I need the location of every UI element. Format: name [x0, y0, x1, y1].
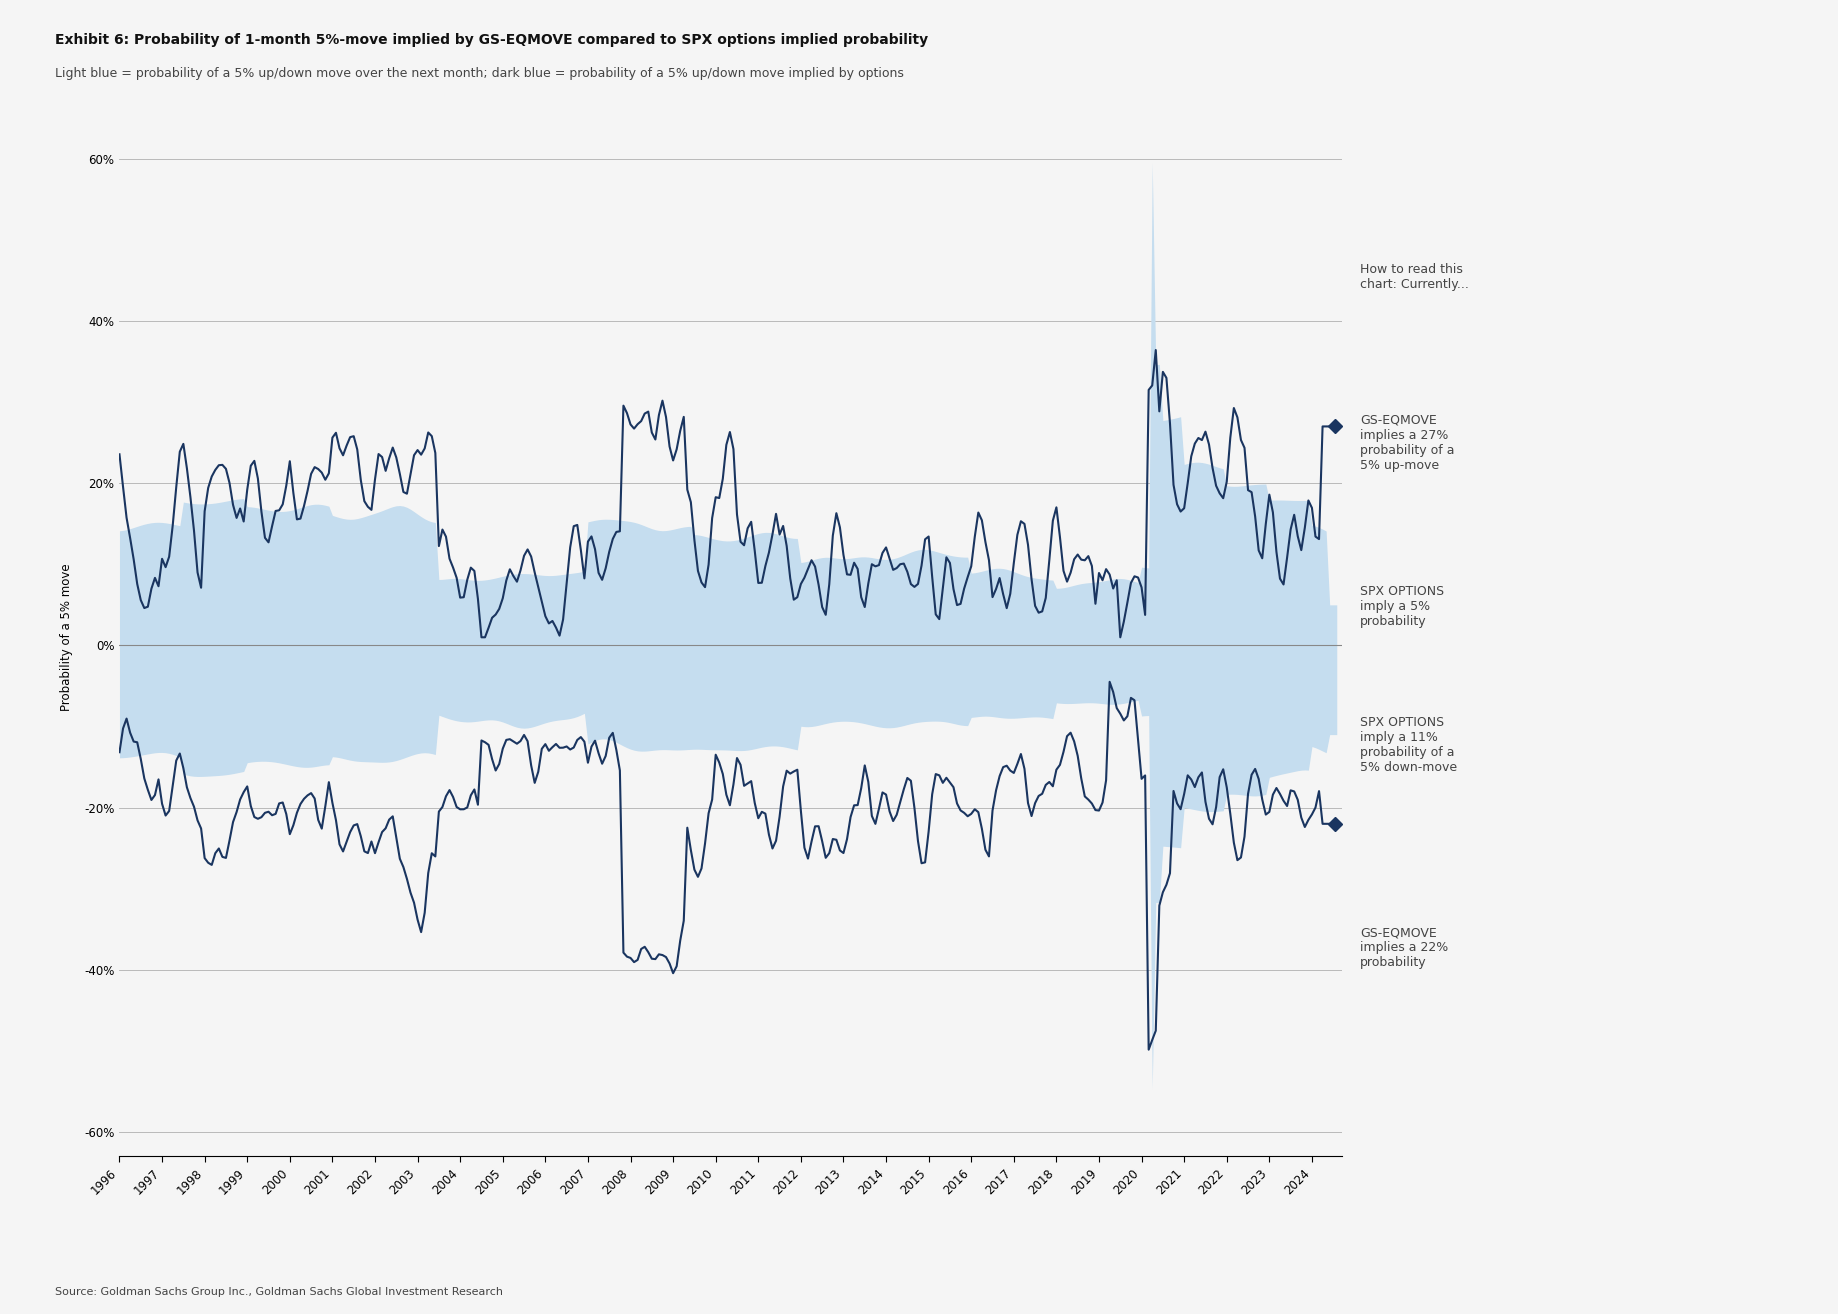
Text: GS-EQMOVE
implies a 27%
probability of a
5% up-move: GS-EQMOVE implies a 27% probability of a… [1360, 414, 1454, 472]
Y-axis label: Probability of a 5% move: Probability of a 5% move [61, 564, 74, 711]
Text: SPX OPTIONS
imply a 5%
probability: SPX OPTIONS imply a 5% probability [1360, 585, 1445, 628]
Text: Light blue = probability of a 5% up/down move over the next month; dark blue = p: Light blue = probability of a 5% up/down… [55, 67, 904, 80]
Text: GS-EQMOVE
implies a 22%
probability: GS-EQMOVE implies a 22% probability [1360, 926, 1448, 970]
Text: Source: Goldman Sachs Group Inc., Goldman Sachs Global Investment Research: Source: Goldman Sachs Group Inc., Goldma… [55, 1286, 504, 1297]
Text: SPX OPTIONS
imply a 11%
probability of a
5% down-move: SPX OPTIONS imply a 11% probability of a… [1360, 716, 1458, 774]
Text: Exhibit 6: Probability of 1-month 5%-move implied by GS-EQMOVE compared to SPX o: Exhibit 6: Probability of 1-month 5%-mov… [55, 33, 928, 47]
Text: How to read this
chart: Currently...: How to read this chart: Currently... [1360, 263, 1469, 290]
